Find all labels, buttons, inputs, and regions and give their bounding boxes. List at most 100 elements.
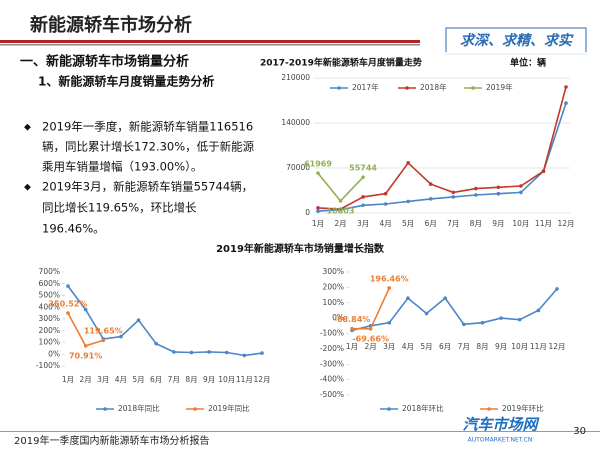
point-marker (517, 317, 522, 322)
y-tick-label: 500% (39, 291, 60, 300)
footer-logo: 汽车市场网 (462, 416, 540, 434)
bullet-line: 辆，同比累计增长172.30%，低于新能源 (42, 140, 255, 154)
y-tick-label: 200% (39, 326, 60, 335)
y-tick-label: 0% (332, 313, 344, 322)
x-tick-label: 12月 (548, 342, 565, 351)
subsection-heading: 1、新能源轿车月度销量走势分析 (38, 74, 214, 89)
point-marker (316, 171, 320, 175)
slogan: 求深、求精、求实 (460, 32, 574, 49)
legend-label: 2018年环比 (402, 403, 444, 413)
data-label: 119.65% (84, 327, 123, 336)
point-marker (387, 286, 392, 290)
unit-label: 单位：辆 (510, 57, 546, 69)
legend-label: 2019年同比 (208, 403, 250, 413)
point-marker (406, 199, 410, 204)
data-label: 350.52% (49, 300, 88, 309)
point-marker (406, 161, 410, 165)
point-marker (368, 327, 373, 331)
bullet-line: 2019年3月，新能源轿车销量55744辆， (42, 180, 253, 194)
y-tick-label: -300% (320, 359, 344, 368)
bullet-marker: ◆ (24, 123, 31, 133)
data-label: 196.46% (370, 274, 409, 283)
point-marker (474, 193, 478, 197)
point-marker (474, 186, 478, 191)
legend-label: 2019年环比 (502, 403, 544, 413)
legend-marker (487, 407, 491, 411)
legend-marker (387, 407, 391, 411)
point-marker (361, 203, 365, 208)
point-marker (260, 351, 264, 355)
data-label: -69.66% (352, 334, 389, 343)
legend-label: 2019年 (486, 82, 513, 92)
point-marker (451, 190, 456, 195)
point-marker (496, 185, 501, 190)
legend-marker (103, 407, 107, 411)
x-tick-label: 11月 (535, 219, 552, 228)
bullet-marker: ◆ (24, 183, 31, 193)
y-tick-label: 100% (39, 338, 60, 347)
point-marker (361, 175, 365, 179)
slide-title: 新能源轿车市场分析 (30, 14, 192, 36)
legend-label: 2018年同比 (118, 403, 160, 413)
point-marker (564, 85, 568, 89)
x-tick-label: 1月 (62, 375, 74, 384)
page-number: 30 (573, 426, 586, 437)
x-tick-label: 2月 (79, 375, 91, 384)
y-tick-label: 700% (39, 267, 60, 276)
point-marker (172, 350, 176, 354)
data-label: 70.91% (69, 351, 102, 360)
x-tick-label: 4月 (402, 342, 414, 351)
point-marker (451, 195, 456, 199)
x-tick-label: 9月 (203, 375, 215, 384)
title-rule (0, 40, 420, 43)
point-marker (361, 195, 365, 199)
point-marker (83, 344, 88, 348)
point-marker (224, 350, 229, 355)
x-tick-label: 3月 (97, 375, 109, 384)
x-tick-label: 1月 (312, 219, 324, 228)
section-heading: 一、新能源轿车市场销量分析 (20, 54, 189, 70)
point-marker (66, 284, 70, 288)
point-marker (189, 350, 194, 355)
x-tick-label: 8月 (185, 375, 197, 384)
point-marker (242, 353, 247, 358)
x-tick-label: 9月 (492, 219, 504, 228)
x-tick-label: 4月 (115, 375, 127, 384)
point-marker (154, 341, 158, 346)
y-tick-label: -400% (320, 375, 344, 384)
point-marker (564, 101, 568, 105)
bullet-line: 同比增长119.65%，环比增长 (42, 201, 197, 215)
series-line (351, 288, 558, 332)
y-tick-label: -200% (320, 344, 344, 353)
point-marker (519, 190, 523, 195)
bullet-line: 2019年一季度，新能源轿车销量116516 (42, 120, 253, 134)
x-tick-label: 5月 (420, 342, 432, 351)
y-tick-label: -100% (36, 361, 60, 370)
point-marker (383, 202, 388, 206)
y-tick-label: 0 (305, 208, 310, 217)
data-label: 61969 (304, 160, 332, 169)
legend-marker (471, 86, 475, 90)
title-rule-thin (0, 44, 420, 46)
y-tick-label: 140000 (281, 118, 310, 127)
series-line (317, 102, 567, 212)
point-marker (383, 191, 388, 196)
legend-label: 2018年 (420, 82, 447, 92)
x-tick-label: 11月 (530, 342, 547, 351)
x-tick-label: 10月 (512, 219, 529, 228)
point-marker (387, 320, 392, 325)
point-marker (350, 326, 354, 331)
x-tick-label: 10月 (511, 342, 528, 351)
point-marker (443, 296, 447, 300)
point-marker (119, 334, 123, 339)
point-marker (316, 209, 320, 213)
y-tick-label: 300% (39, 314, 60, 323)
point-marker (207, 350, 211, 354)
point-marker (428, 182, 433, 186)
x-tick-label: 1月 (346, 342, 358, 351)
x-tick-label: 9月 (495, 342, 507, 351)
point-marker (406, 296, 410, 300)
point-marker (519, 184, 523, 188)
point-marker (316, 206, 320, 210)
